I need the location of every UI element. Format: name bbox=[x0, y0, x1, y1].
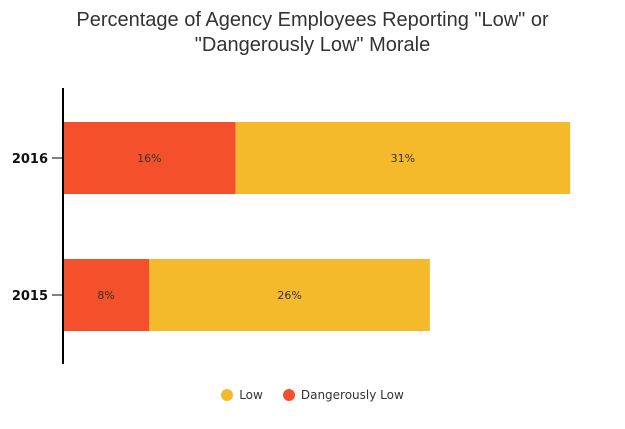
chart-title-line-1: Percentage of Agency Employees Reporting… bbox=[76, 9, 549, 31]
y-tick-label-2015: 2015 bbox=[12, 289, 48, 304]
chart-title: Percentage of Agency Employees Reporting… bbox=[0, 8, 625, 58]
data-label-low-2015: 26% bbox=[277, 289, 301, 302]
bar-low-2016 bbox=[235, 122, 571, 194]
legend-swatch-low-icon bbox=[221, 389, 234, 401]
legend-swatch-dangerously-low-icon bbox=[282, 389, 295, 401]
bar-dangerously-low-2016 bbox=[63, 122, 236, 194]
legend: Low Dangerously Low bbox=[0, 388, 625, 402]
bar-dangerously-low-2015 bbox=[63, 259, 150, 331]
bar-low-2015 bbox=[149, 259, 430, 331]
y-tick-label-2016: 2016 bbox=[12, 152, 48, 167]
legend-label-low: Low bbox=[239, 388, 263, 402]
legend-label-dangerously-low: Dangerously Low bbox=[300, 388, 404, 402]
legend-item-dangerously-low[interactable]: Dangerously Low bbox=[282, 388, 404, 402]
data-label-dangerously-low-2015: 8% bbox=[97, 289, 114, 302]
legend-item-low[interactable]: Low bbox=[221, 388, 263, 402]
data-label-low-2016: 31% bbox=[391, 152, 415, 165]
data-label-dangerously-low-2016: 16% bbox=[137, 152, 161, 165]
chart-title-line-2: "Dangerously Low" Morale bbox=[194, 34, 431, 56]
